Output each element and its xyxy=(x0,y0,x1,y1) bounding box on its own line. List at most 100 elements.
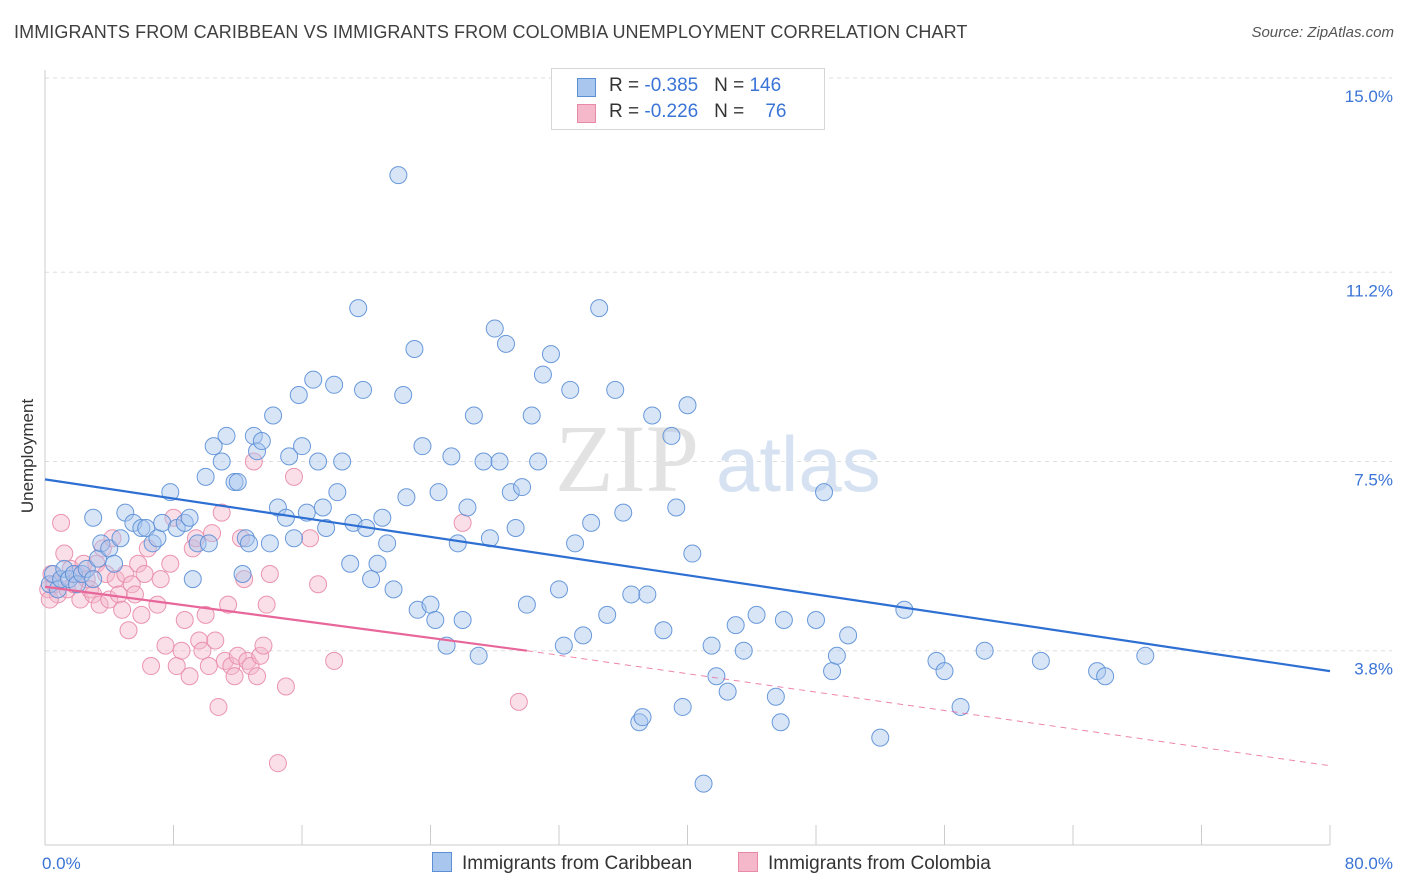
point-colombia xyxy=(260,564,279,583)
legend-n-value: 146 xyxy=(749,75,782,96)
point-colombia xyxy=(206,631,225,650)
point-caribbean xyxy=(328,483,347,502)
point-caribbean xyxy=(554,636,573,655)
point-caribbean xyxy=(662,426,681,445)
point-caribbean xyxy=(252,432,271,451)
point-caribbean xyxy=(469,646,488,665)
bottom-legend-caribbean: Immigrants from Caribbean xyxy=(432,852,692,875)
point-caribbean xyxy=(541,345,560,364)
x-tick-label-max: 80.0% xyxy=(1345,854,1393,873)
point-caribbean xyxy=(309,452,328,471)
point-caribbean xyxy=(590,299,609,318)
point-caribbean xyxy=(827,646,846,665)
point-caribbean xyxy=(638,585,657,604)
point-caribbean xyxy=(598,605,617,624)
point-caribbean xyxy=(373,508,392,527)
point-caribbean xyxy=(815,483,834,502)
point-caribbean xyxy=(413,437,432,456)
point-colombia xyxy=(276,677,295,696)
point-caribbean xyxy=(771,713,790,732)
legend-swatch-colombia xyxy=(577,104,596,123)
point-caribbean xyxy=(935,662,954,681)
point-caribbean xyxy=(217,426,236,445)
point-caribbean xyxy=(276,508,295,527)
point-caribbean xyxy=(501,483,520,502)
point-colombia xyxy=(148,595,167,614)
point-caribbean xyxy=(84,508,103,527)
point-caribbean xyxy=(474,452,493,471)
legend-r-value: -0.385 xyxy=(644,75,699,96)
point-caribbean xyxy=(333,452,352,471)
bottom-legend-label-colombia: Immigrants from Colombia xyxy=(768,853,991,874)
point-colombia xyxy=(219,595,238,614)
point-caribbean xyxy=(304,370,323,389)
y-tick-label: 15.0% xyxy=(1345,87,1393,106)
point-caribbean xyxy=(289,386,308,405)
y-tick-label: 3.8% xyxy=(1354,660,1393,679)
point-colombia xyxy=(251,646,270,665)
point-colombia xyxy=(212,503,231,522)
point-caribbean xyxy=(734,641,753,660)
point-colombia xyxy=(122,575,141,594)
point-caribbean xyxy=(622,585,641,604)
point-caribbean xyxy=(77,559,96,578)
point-caribbean xyxy=(513,478,532,497)
point-caribbean xyxy=(566,534,585,553)
point-caribbean xyxy=(239,534,258,553)
point-caribbean xyxy=(1031,651,1050,670)
legend-r-value: -0.226 xyxy=(644,101,699,122)
point-caribbean xyxy=(1096,667,1115,686)
point-caribbean xyxy=(233,564,252,583)
point-caribbean xyxy=(153,513,172,532)
point-colombia xyxy=(129,554,148,573)
point-caribbean xyxy=(354,380,373,399)
point-colombia xyxy=(151,570,170,589)
y-tick-label: 7.5% xyxy=(1354,471,1393,490)
point-colombia xyxy=(106,570,125,589)
point-caribbean xyxy=(496,334,515,353)
point-caribbean xyxy=(228,472,247,491)
point-caribbean xyxy=(105,554,124,573)
series-colombia-points xyxy=(39,452,528,773)
point-caribbean xyxy=(183,570,202,589)
point-caribbean xyxy=(718,682,737,701)
point-caribbean xyxy=(196,467,215,486)
point-caribbean xyxy=(839,626,858,645)
point-colombia xyxy=(228,646,247,665)
point-caribbean xyxy=(630,713,649,732)
point-colombia xyxy=(254,636,273,655)
point-caribbean xyxy=(349,299,368,318)
legend-n-label: N = xyxy=(714,101,750,122)
point-caribbean xyxy=(389,166,408,185)
x-tick-label-min: 0.0% xyxy=(42,854,81,873)
point-caribbean xyxy=(561,380,580,399)
point-caribbean xyxy=(341,554,360,573)
point-caribbean xyxy=(397,488,416,507)
point-colombia xyxy=(156,636,175,655)
point-caribbean xyxy=(55,559,74,578)
point-caribbean xyxy=(180,508,199,527)
point-colombia xyxy=(222,657,241,676)
point-caribbean xyxy=(293,437,311,456)
point-colombia xyxy=(52,513,71,532)
point-colombia xyxy=(116,564,135,583)
point-colombia xyxy=(509,692,528,711)
bottom-legend-label-caribbean: Immigrants from Caribbean xyxy=(462,853,693,874)
point-colombia xyxy=(225,667,244,686)
point-colombia xyxy=(325,651,344,670)
point-caribbean xyxy=(485,319,504,338)
point-caribbean xyxy=(84,570,103,589)
point-caribbean xyxy=(317,518,336,537)
point-caribbean xyxy=(313,498,332,517)
point-caribbean xyxy=(426,611,445,630)
axis-layer xyxy=(44,70,1331,846)
point-caribbean xyxy=(633,708,652,727)
point-colombia xyxy=(196,605,215,624)
point-caribbean xyxy=(774,611,793,630)
point-colombia xyxy=(193,641,212,660)
point-caribbean xyxy=(975,641,994,660)
point-caribbean xyxy=(506,518,525,537)
point-colombia xyxy=(284,467,303,486)
point-caribbean xyxy=(405,340,424,359)
